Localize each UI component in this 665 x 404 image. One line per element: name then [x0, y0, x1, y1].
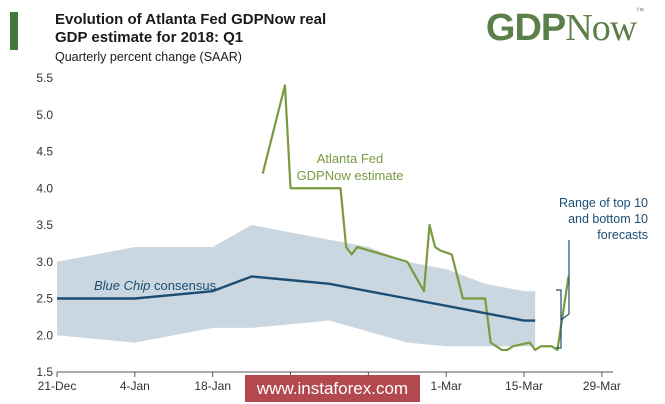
chart-title: Evolution of Atlanta Fed GDPNow real GDP…: [55, 11, 326, 47]
blue-chip-consensus-label: Blue Chip consensus: [94, 278, 217, 293]
watermark-banner[interactable]: www.instaforex.com: [245, 375, 420, 402]
y-tick-label: 3.5: [36, 218, 53, 232]
logo-trademark: ™: [636, 6, 644, 15]
y-tick-label: 4.5: [36, 145, 53, 159]
y-tick-label: 5.0: [36, 108, 53, 122]
logo-now: Now: [565, 7, 637, 49]
title-line-1: Evolution of Atlanta Fed GDPNow real: [55, 11, 327, 28]
range-bracket: [556, 289, 562, 349]
y-tick-label: 4.0: [36, 181, 53, 195]
y-tick-label: 1.5: [36, 365, 53, 379]
range-forecasts-label: forecasts: [597, 228, 648, 242]
range-forecasts-label: Range of top 10: [559, 196, 648, 210]
consensus-part: consensus: [150, 278, 216, 293]
range-connector-line: [560, 240, 570, 321]
x-tick-label: 21-Dec: [38, 379, 77, 393]
title-line-2: GDP estimate for 2018: Q1: [55, 29, 244, 46]
y-tick-label: 2.5: [36, 292, 53, 306]
x-tick-label: 15-Mar: [505, 379, 543, 393]
gdpnow-estimate-line: [261, 84, 570, 352]
x-tick-label: 4-Jan: [120, 379, 150, 393]
x-tick-label: 29-Mar: [583, 379, 621, 393]
blue-chip-italic-part: Blue Chip: [94, 278, 150, 293]
y-tick-label: 3.0: [36, 255, 53, 269]
forecast-range-band: [57, 225, 536, 347]
title-accent-bar: [10, 12, 18, 50]
gdpnow-estimate-label: Atlanta Fed: [317, 151, 384, 166]
range-forecasts-label: and bottom 10: [568, 212, 648, 226]
x-tick-label: 1-Mar: [431, 379, 462, 393]
y-tick-label: 2.0: [36, 328, 53, 342]
blue-chip-consensus-line: [57, 275, 536, 322]
x-tick-label: 18-Jan: [194, 379, 231, 393]
gdpnow-estimate-label: GDPNow estimate: [297, 168, 404, 183]
chart-subtitle: Quarterly percent change (SAAR): [55, 50, 242, 64]
y-tick-label: 5.5: [36, 71, 53, 85]
gdpnow-logo: GDPNow™: [485, 6, 644, 50]
logo-gdp: GDP: [485, 7, 566, 49]
